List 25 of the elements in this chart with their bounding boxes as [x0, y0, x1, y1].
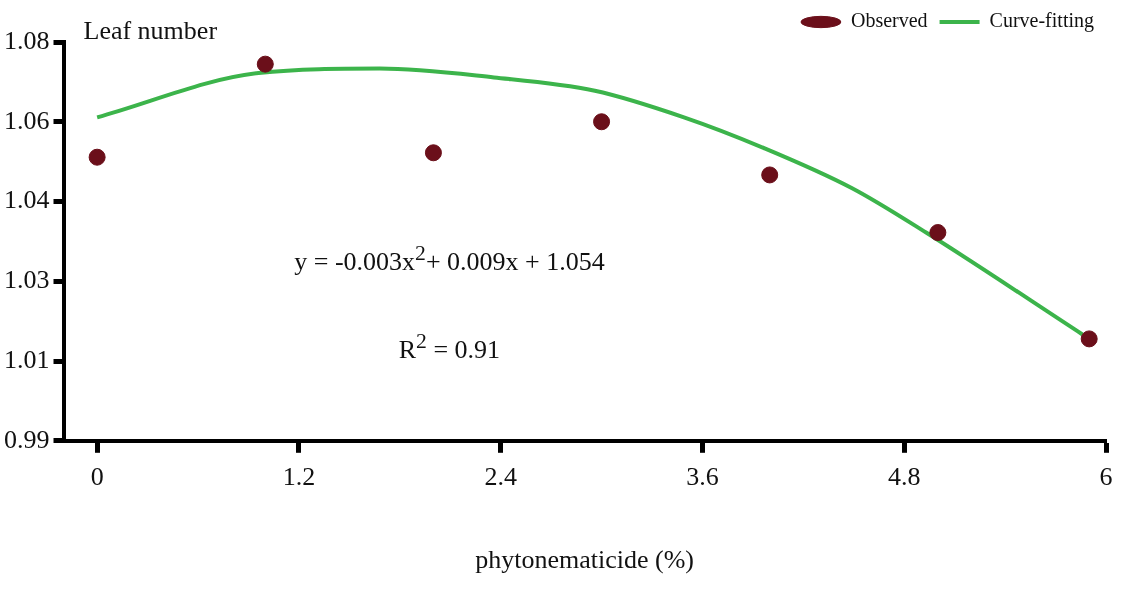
legend-label: Observed [850, 9, 928, 32]
x-tick-label: 4.8 [887, 462, 921, 492]
y-tick-label: 1.04 [4, 185, 50, 215]
point [593, 113, 611, 131]
point [88, 148, 106, 166]
annotation: R$^{2}$ = 0.91 [398, 329, 501, 365]
y-axis-title: Leaf number [83, 16, 218, 46]
annotation: y = -0.003x$^{2}$+ 0.009x + 1.054 [294, 241, 605, 278]
point [1080, 330, 1098, 348]
point [256, 55, 274, 73]
legend-label: Curve-fitting [989, 9, 1095, 33]
x-axis-title: phytonematicide (%) [475, 545, 695, 575]
x-tick-label: 2.4 [484, 462, 517, 492]
y-tick-label: 1.01 [4, 344, 50, 374]
y-tick-label: 1.08 [4, 25, 50, 55]
x-tick-label: 6 [1099, 462, 1113, 492]
x-tick-label: 0 [90, 462, 104, 492]
point [761, 166, 779, 184]
x-tick-label: 3.6 [686, 462, 719, 492]
y-tick-label: 1.06 [4, 105, 50, 135]
x-tick-label: 1.2 [282, 462, 316, 492]
point [424, 144, 442, 162]
y-tick-label: 1.03 [4, 265, 50, 295]
point [929, 224, 947, 242]
y-tick-label: 0.99 [4, 424, 50, 454]
